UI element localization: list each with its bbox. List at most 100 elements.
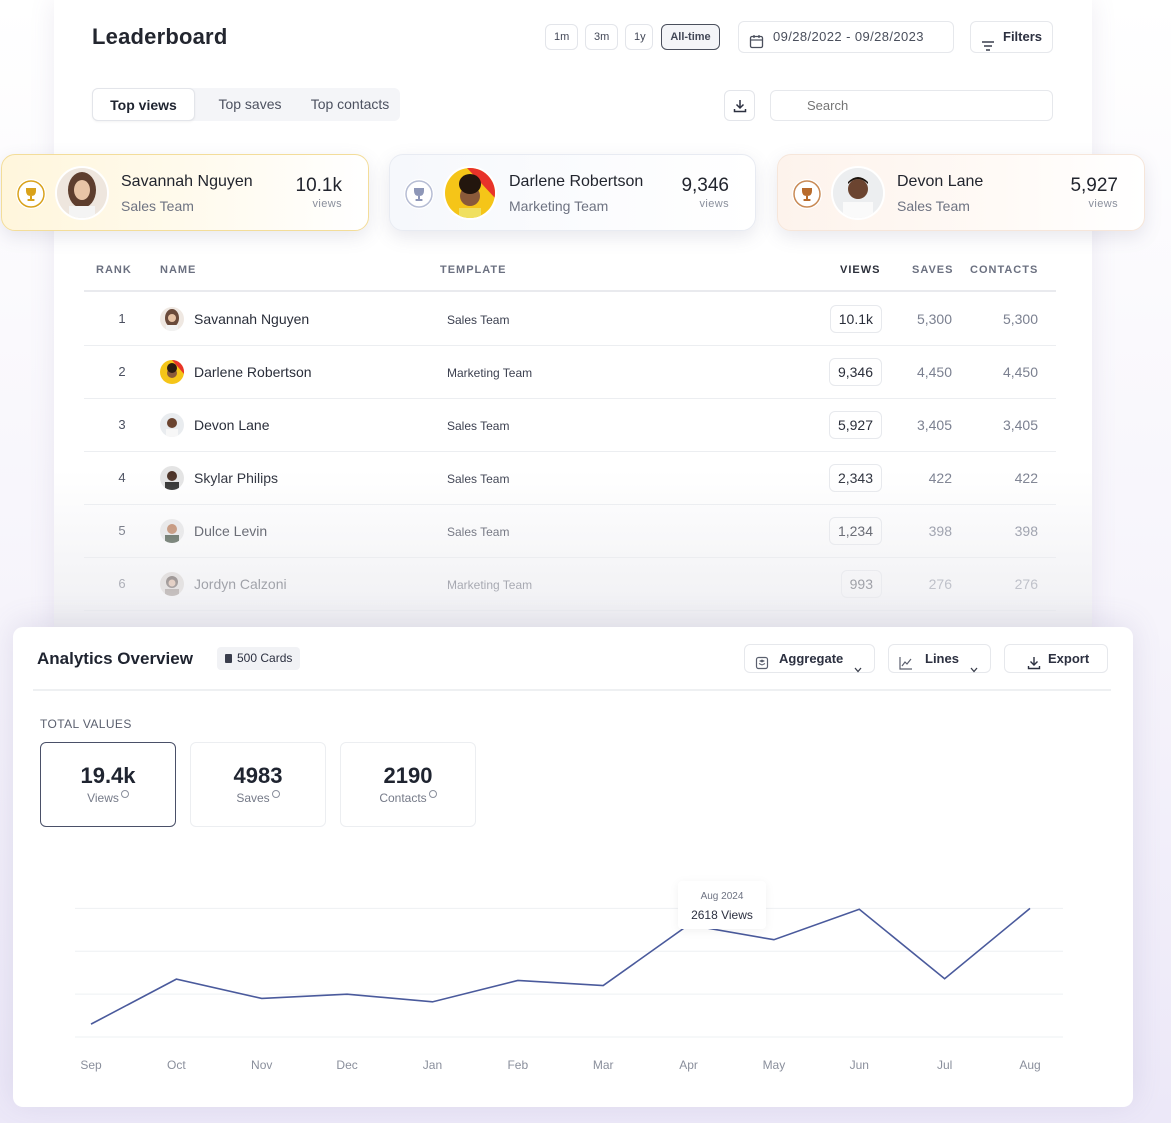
info-icon[interactable]: [428, 790, 437, 798]
analytics-panel: Analytics Overview 500 Cards Aggregate L…: [13, 627, 1133, 1107]
x-tick-label: Oct: [167, 1058, 186, 1072]
column-header-contacts[interactable]: CONTACTS: [970, 264, 1039, 276]
analytics-title: Analytics Overview: [37, 649, 193, 668]
table-row[interactable]: 3 Devon Lane Sales Team 5,927 3,405 3,40…: [84, 399, 1056, 452]
x-tick-label: Apr: [679, 1058, 698, 1072]
top-card-first[interactable]: Savannah Nguyen Sales Team 10.1k views: [1, 154, 369, 231]
range-3m-button[interactable]: 3m: [585, 24, 618, 50]
avatar: [833, 168, 883, 218]
rank-cell: 3: [118, 417, 126, 432]
table-row[interactable]: 4 Skylar Philips Sales Team 2,343 422 42…: [84, 452, 1056, 505]
name-cell[interactable]: Skylar Philips: [194, 470, 279, 486]
top-card-third[interactable]: Devon Lane Sales Team 5,927 views: [777, 154, 1145, 231]
top-card-value: 10.1k: [295, 175, 342, 196]
stat-label-wrap: Views: [41, 790, 175, 805]
saves-cell: 4,450: [916, 364, 952, 380]
table-row[interactable]: 5 Dulce Levin Sales Team 1,234 398 398: [84, 505, 1056, 558]
line-chart-icon: [899, 652, 913, 679]
export-button[interactable]: Export: [1004, 644, 1108, 673]
range-1m-button[interactable]: 1m: [545, 24, 578, 50]
header-divider: [84, 290, 1056, 292]
table-row[interactable]: 2 Darlene Robertson Marketing Team 9,346…: [84, 346, 1056, 399]
rank-cell: 6: [118, 576, 126, 591]
top-card-name: Devon Lane: [897, 173, 984, 190]
x-tick-label: Jan: [423, 1058, 442, 1072]
info-icon[interactable]: [120, 790, 129, 798]
stat-card-views[interactable]: 19.4k Views: [40, 742, 176, 827]
contacts-cell: 4,450: [1002, 364, 1038, 380]
stat-card-saves[interactable]: 4983 Saves: [190, 742, 326, 827]
table-row[interactable]: 1 Savannah Nguyen Sales Team 10.1k 5,300…: [84, 293, 1056, 346]
column-header-saves[interactable]: SAVES: [912, 264, 954, 276]
rank-cell: 1: [118, 311, 126, 326]
lines-dropdown[interactable]: Lines: [888, 644, 991, 673]
rank-cell: 2: [118, 364, 126, 379]
saves-cell: 3,405: [916, 417, 952, 433]
name-cell[interactable]: Jordyn Calzoni: [194, 576, 287, 592]
avatar: [57, 168, 107, 218]
tooltip-value: 2618 Views: [691, 908, 753, 922]
stat-value: 19.4k: [80, 763, 136, 788]
views-cell: 993: [840, 570, 882, 598]
avatar: [160, 466, 184, 490]
saves-cell: 422: [928, 470, 952, 486]
x-tick-label: Aug: [1019, 1058, 1040, 1072]
bronze-trophy-icon: [792, 179, 822, 209]
column-header-rank: RANK: [96, 264, 132, 276]
stat-label-wrap: Saves: [191, 790, 325, 805]
total-values-label: TOTAL VALUES: [40, 717, 132, 731]
x-tick-label: Jun: [850, 1058, 869, 1072]
template-cell: Sales Team: [447, 525, 510, 539]
contacts-cell: 398: [1014, 523, 1038, 539]
contacts-cell: 276: [1014, 576, 1038, 592]
aggregate-label: Aggregate: [779, 651, 844, 666]
tooltip-date: Aug 2024: [700, 891, 744, 902]
column-header-views[interactable]: VIEWS: [840, 264, 881, 276]
stat-card-contacts[interactable]: 2190 Contacts: [340, 742, 476, 827]
template-cell: Sales Team: [447, 419, 510, 433]
x-tick-label: Dec: [336, 1058, 357, 1072]
lines-label: Lines: [925, 651, 959, 666]
top-card-unit: views: [1088, 198, 1118, 210]
template-cell: Marketing Team: [447, 578, 533, 592]
stat-label-wrap: Contacts: [341, 790, 475, 805]
filters-button[interactable]: Filters: [970, 21, 1053, 53]
name-cell[interactable]: Dulce Levin: [194, 523, 268, 539]
range-all-time-button[interactable]: All-time: [661, 24, 720, 50]
avatar: [445, 168, 495, 218]
calendar-icon: [749, 30, 764, 60]
download-button[interactable]: [724, 90, 755, 121]
x-tick-label: Feb: [507, 1058, 528, 1072]
leaderboard-panel: Leaderboard 1m 3m 1y All-time 09/28/2022…: [54, 0, 1092, 640]
cards-badge: 500 Cards: [217, 647, 301, 670]
top-card-second[interactable]: Darlene Robertson Marketing Team 9,346 v…: [389, 154, 756, 231]
table-row[interactable]: 6 Jordyn Calzoni Marketing Team 993 276 …: [84, 558, 1056, 611]
name-cell[interactable]: Darlene Robertson: [194, 364, 312, 380]
download-icon: [733, 100, 747, 113]
views-cell: 5,927: [828, 411, 882, 439]
tab-top-contacts[interactable]: Top contacts: [310, 96, 390, 112]
date-range-picker[interactable]: 09/28/2022 - 09/28/2023: [738, 21, 954, 53]
leaderboard-tabs: Top views Top saves Top contacts: [92, 88, 400, 121]
range-1y-button[interactable]: 1y: [625, 24, 653, 50]
export-label: Export: [1048, 651, 1090, 666]
chevron-down-icon: [970, 655, 978, 682]
info-icon[interactable]: [271, 790, 280, 798]
series-line: [90, 907, 1031, 1025]
views-cell: 2,343: [828, 464, 882, 492]
page-title: Leaderboard: [92, 24, 228, 49]
template-cell: Sales Team: [447, 313, 510, 327]
x-tick-label: May: [763, 1058, 786, 1072]
name-cell[interactable]: Devon Lane: [194, 417, 270, 433]
name-cell[interactable]: Savannah Nguyen: [194, 311, 310, 327]
top-card-unit: views: [312, 198, 342, 210]
x-tick-label: Jul: [937, 1058, 952, 1072]
tab-top-saves[interactable]: Top saves: [218, 96, 282, 112]
search-input[interactable]: [770, 90, 1053, 121]
saves-cell: 5,300: [916, 311, 952, 327]
aggregate-dropdown[interactable]: Aggregate: [744, 644, 875, 673]
top-card-name: Darlene Robertson: [509, 173, 644, 190]
rank-cell: 5: [118, 523, 126, 538]
tab-top-views[interactable]: Top views: [92, 88, 195, 121]
x-tick-label: Nov: [251, 1058, 272, 1072]
